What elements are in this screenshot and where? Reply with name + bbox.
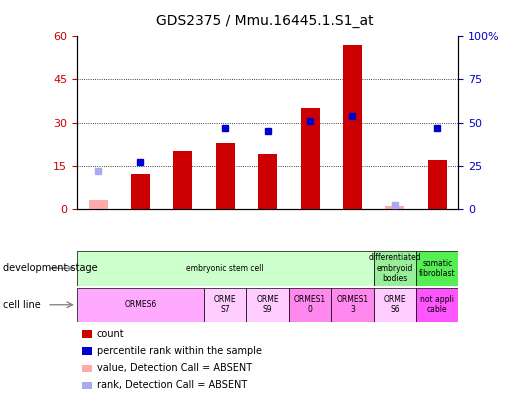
Bar: [428, 160, 447, 209]
Text: GDS2375 / Mmu.16445.1.S1_at: GDS2375 / Mmu.16445.1.S1_at: [156, 14, 374, 28]
Bar: [416, 251, 458, 286]
Text: somatic
fibroblast: somatic fibroblast: [419, 259, 456, 278]
Text: embryonic stem cell: embryonic stem cell: [187, 264, 264, 273]
Text: value, Detection Call = ABSENT: value, Detection Call = ABSENT: [97, 363, 252, 373]
Text: differentiated
embryoid
bodies: differentiated embryoid bodies: [368, 254, 421, 283]
Bar: [77, 251, 374, 286]
Bar: [131, 174, 150, 209]
Bar: [343, 45, 362, 209]
Bar: [374, 288, 416, 322]
Bar: [385, 206, 404, 209]
Bar: [77, 288, 204, 322]
Bar: [204, 288, 246, 322]
Text: ORMES1
0: ORMES1 0: [294, 295, 326, 314]
Bar: [216, 143, 235, 209]
Text: ORME
S6: ORME S6: [384, 295, 406, 314]
Text: percentile rank within the sample: percentile rank within the sample: [97, 346, 262, 356]
Bar: [258, 154, 277, 209]
Text: ORME
S9: ORME S9: [257, 295, 279, 314]
Text: count: count: [97, 329, 125, 339]
Bar: [301, 108, 320, 209]
Bar: [416, 288, 458, 322]
Bar: [246, 288, 289, 322]
Text: not appli
cable: not appli cable: [420, 295, 454, 314]
Bar: [89, 200, 108, 209]
Text: cell line: cell line: [3, 300, 40, 310]
Text: ORMES1
3: ORMES1 3: [337, 295, 368, 314]
Text: ORMES6: ORMES6: [125, 300, 156, 309]
Bar: [374, 251, 416, 286]
Bar: [331, 288, 374, 322]
Text: ORME
S7: ORME S7: [214, 295, 236, 314]
Bar: [173, 151, 192, 209]
Text: rank, Detection Call = ABSENT: rank, Detection Call = ABSENT: [97, 380, 247, 390]
Text: development stage: development stage: [3, 263, 98, 273]
Bar: [289, 288, 331, 322]
